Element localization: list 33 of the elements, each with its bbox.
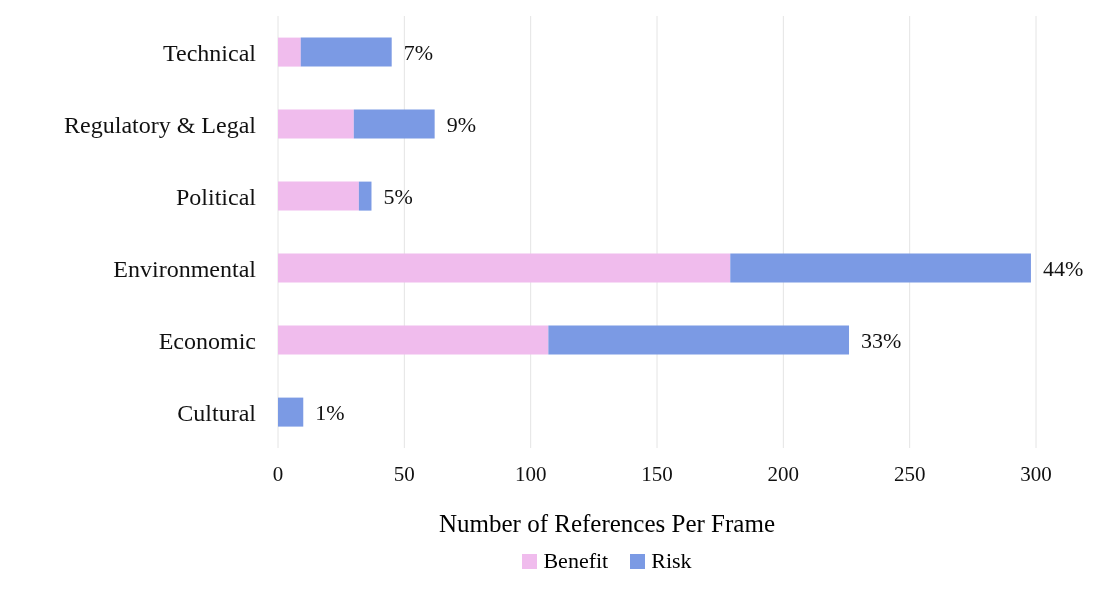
bar xyxy=(278,37,301,67)
bar xyxy=(278,397,304,427)
bar xyxy=(548,325,850,355)
annotation: 1% xyxy=(315,399,345,425)
bar xyxy=(278,253,731,283)
annotation: 44% xyxy=(1042,255,1084,281)
y-tick-label: Cultural xyxy=(177,399,257,426)
bar xyxy=(300,37,392,67)
bar xyxy=(278,325,549,355)
x-tick-label: 250 xyxy=(893,461,926,486)
y-tick-label: Technical xyxy=(163,39,257,66)
annotation: 33% xyxy=(861,327,902,353)
annotation: 7% xyxy=(403,39,434,65)
x-tick-label: 300 xyxy=(1020,461,1052,486)
x-tick-label: 200 xyxy=(767,461,800,486)
annotation: 9% xyxy=(446,111,476,137)
bar xyxy=(353,109,435,139)
bar xyxy=(730,253,1031,283)
legend-label: Risk xyxy=(651,548,692,574)
x-tick-label: 50 xyxy=(393,461,415,486)
y-tick-label: Political xyxy=(176,183,257,210)
bar xyxy=(278,181,359,211)
y-tick-label: Regulatory & Legal xyxy=(64,111,257,138)
x-tick-label: 100 xyxy=(514,461,547,486)
x-tick-label: 150 xyxy=(641,461,673,486)
y-tick-label: Environmental xyxy=(113,255,257,282)
bar xyxy=(358,181,372,211)
annotation: 5% xyxy=(383,183,413,209)
legend-label: Benefit xyxy=(543,548,609,574)
x-tick-label: 0 xyxy=(272,461,284,486)
x-axis-title: Number of References Per Frame xyxy=(438,510,776,538)
bar xyxy=(278,109,354,139)
y-tick-label: Economic xyxy=(158,327,256,354)
